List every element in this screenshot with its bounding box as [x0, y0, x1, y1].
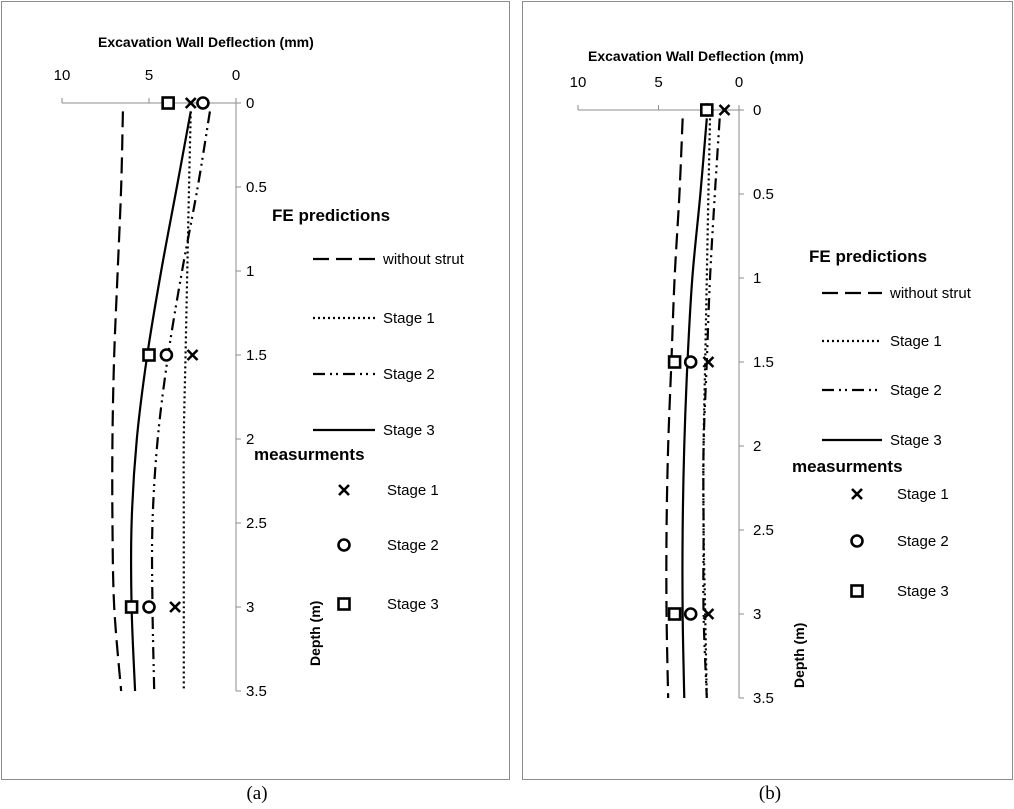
legend-symbol-x [338, 484, 350, 496]
legend-label: without strut [382, 251, 465, 268]
y-axis: 0 0.5 1 1.5 2 2.5 3 3.5 [235, 95, 267, 700]
data-marker-square [699, 103, 714, 117]
legend-symbol-square [337, 597, 351, 611]
y-tick-label: 3 [246, 599, 254, 616]
legend-label: Stage 1 [383, 310, 435, 327]
legend-label: Stage 1 [387, 482, 439, 499]
y-tick-label: 2.5 [246, 515, 267, 532]
series-line-dot [702, 118, 712, 699]
data-marker-x [702, 356, 715, 368]
y-tick-label: 3 [753, 606, 761, 623]
y-tick-label: 3.5 [753, 690, 774, 707]
legend-label: Stage 2 [890, 382, 942, 399]
legend-label: Stage 3 [890, 432, 942, 449]
y-tick-label: 0.5 [753, 186, 774, 203]
legend-group-title: measurments [792, 457, 903, 476]
series-line-dot [182, 111, 192, 691]
x-tick-label: 0 [735, 74, 743, 91]
data-marker-square [667, 607, 682, 621]
data-marker-square [124, 600, 139, 614]
data-marker-circle [196, 96, 210, 110]
y-tick-label: 2 [753, 438, 761, 455]
y-tick-label: 1.5 [246, 347, 267, 364]
legend-entries: without strut Stage 1 Stage 2 Stage 3 Stage … [313, 251, 465, 613]
series-line-solid [681, 118, 708, 699]
legend-label: Stage 1 [890, 333, 942, 350]
legend-symbol-square [850, 584, 864, 598]
data-marker-x [184, 97, 197, 109]
data-marker-circle [142, 600, 156, 614]
legend-label: Stage 2 [383, 366, 435, 383]
data-marker-square [667, 355, 682, 369]
legend-symbol-circle [850, 534, 864, 548]
panel-b-frame [522, 1, 1013, 780]
y-tick-label: 1.5 [753, 354, 774, 371]
data-marker-circle [683, 607, 698, 621]
x-tick-labels: 10 5 0 [570, 74, 743, 111]
legend-label: Stage 2 [897, 533, 949, 550]
series-line-dashdotdot [150, 111, 211, 692]
y-axis-label: Depth (m) [307, 601, 323, 666]
y-axis-label: Depth (m) [791, 623, 807, 688]
legend-label: Stage 2 [387, 537, 439, 554]
series-line-solid [129, 111, 192, 692]
legend-symbol-x [851, 488, 863, 500]
data-marker-x [169, 601, 182, 613]
panel-caption: (a) [246, 783, 268, 804]
y-tick-label: 0 [246, 95, 254, 112]
y-tick-label: 2.5 [753, 522, 774, 539]
y-tick-label: 2 [246, 431, 254, 448]
data-marker-circle [683, 355, 698, 369]
legend-label: Stage 3 [897, 583, 949, 600]
y-tick-label: 0.5 [246, 179, 267, 196]
data-marker-square [161, 96, 175, 110]
legend-group-title: measurments [254, 445, 365, 464]
data-marker-x [186, 349, 199, 361]
legend-label: Stage 3 [387, 596, 439, 613]
legend-entries: without strut Stage 1 Stage 2 Stage 3 Stage … [822, 285, 972, 600]
panel-caption: (b) [758, 783, 782, 804]
series-line-dashdotdot [702, 118, 721, 699]
data-marker-x [718, 104, 731, 116]
legend-symbol-circle [337, 538, 351, 552]
chart-title: Excavation Wall Deflection (mm) [588, 48, 804, 64]
legend-label: without strut [889, 285, 972, 302]
legend-label: Stage 1 [897, 486, 949, 503]
x-tick-label: 5 [654, 74, 662, 91]
series-lines [665, 118, 721, 699]
data-marker-circle [159, 348, 174, 362]
series-lines [111, 111, 211, 692]
y-axis: 0 0.5 1 1.5 2 2.5 3 3.5 [738, 102, 774, 707]
x-tick-label: 0 [232, 67, 240, 84]
chart-title: Excavation Wall Deflection (mm) [98, 34, 314, 50]
markers [124, 96, 210, 614]
legend-label: Stage 3 [383, 422, 435, 439]
y-tick-label: 0 [753, 102, 761, 119]
y-tick-label: 1 [753, 270, 761, 287]
legend-group-title: FE predictions [272, 206, 390, 225]
markers [667, 103, 731, 621]
legend-group-title: FE predictions [809, 247, 927, 266]
series-line-dash [665, 118, 684, 699]
x-tick-label: 5 [145, 67, 153, 84]
x-tick-label: 10 [570, 74, 587, 91]
series-line-dash [111, 111, 124, 692]
data-marker-x [702, 608, 715, 620]
panel-a-frame [1, 1, 510, 780]
data-marker-square [142, 348, 156, 362]
y-tick-label: 3.5 [246, 683, 267, 700]
x-tick-label: 10 [54, 67, 71, 84]
y-tick-label: 1 [246, 263, 254, 280]
